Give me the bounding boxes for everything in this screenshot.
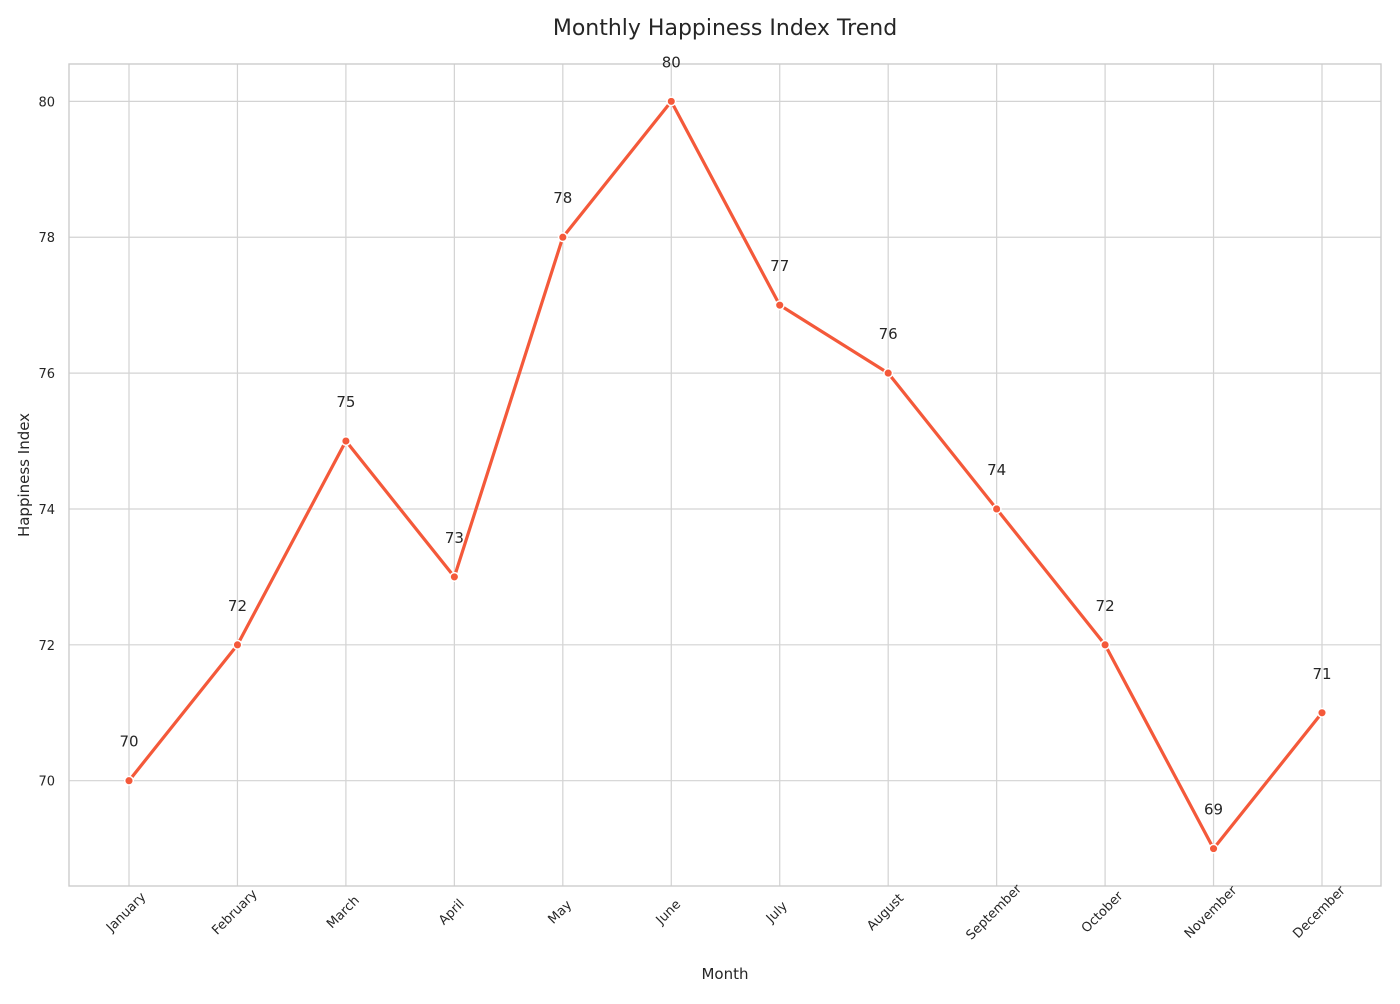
data-label: 73 bbox=[445, 529, 464, 547]
x-tick-label: October bbox=[1079, 888, 1127, 936]
data-point[interactable] bbox=[774, 300, 785, 311]
plot-frame bbox=[68, 63, 1382, 887]
grid-lines bbox=[69, 64, 1381, 886]
data-point[interactable] bbox=[883, 368, 894, 379]
data-label: 72 bbox=[228, 597, 247, 615]
x-tick-label: February bbox=[209, 887, 261, 939]
data-label: 78 bbox=[553, 189, 572, 207]
y-tick-label: 76 bbox=[38, 367, 55, 382]
data-point[interactable] bbox=[123, 775, 135, 786]
x-tick-label: January bbox=[103, 890, 149, 936]
x-tick-label: May bbox=[546, 898, 576, 928]
x-tick-label: July bbox=[763, 899, 791, 927]
data-point[interactable] bbox=[340, 435, 351, 447]
data-point[interactable] bbox=[232, 639, 243, 650]
y-axis-title: Happiness Index bbox=[15, 413, 33, 537]
data-point[interactable] bbox=[449, 571, 460, 582]
data-point[interactable] bbox=[1316, 707, 1328, 718]
series-layer bbox=[123, 96, 1328, 854]
x-tick-label: November bbox=[1182, 883, 1241, 942]
x-tick-label: April bbox=[436, 897, 468, 929]
y-tick-label: 80 bbox=[38, 95, 55, 110]
y-tick-label: 74 bbox=[38, 503, 55, 518]
data-label: 72 bbox=[1096, 597, 1115, 615]
data-label: 76 bbox=[879, 325, 898, 343]
x-axis-title: Month bbox=[701, 965, 748, 983]
x-tick-label: June bbox=[653, 897, 684, 928]
data-label: 71 bbox=[1312, 665, 1331, 683]
x-tick-label: August bbox=[864, 891, 907, 934]
series-line bbox=[127, 99, 1324, 851]
data-label: 70 bbox=[119, 733, 138, 751]
data-point[interactable] bbox=[666, 96, 677, 107]
x-tick-label: March bbox=[324, 893, 363, 932]
data-label: 69 bbox=[1204, 801, 1223, 819]
data-label: 74 bbox=[987, 461, 1006, 479]
y-tick-label: 78 bbox=[38, 231, 55, 246]
axis-ticks: January February March April May June July Augu… bbox=[38, 95, 1349, 943]
data-point[interactable] bbox=[1100, 639, 1111, 650]
data-point[interactable] bbox=[1208, 843, 1219, 854]
data-label: 77 bbox=[770, 257, 789, 275]
x-tick-label: September bbox=[963, 881, 1025, 943]
data-point[interactable] bbox=[557, 232, 568, 243]
chart-title: Monthly Happiness Index Trend bbox=[553, 16, 897, 41]
data-label: 75 bbox=[336, 393, 355, 411]
y-tick-label: 70 bbox=[38, 775, 55, 790]
data-point[interactable] bbox=[991, 503, 1002, 515]
data-label: 80 bbox=[662, 53, 681, 71]
y-tick-label: 72 bbox=[38, 639, 55, 654]
x-tick-label: December bbox=[1290, 883, 1349, 942]
data-labels: 70 72 75 73 78 80 77 76 74 72 69 71 bbox=[119, 53, 1331, 818]
